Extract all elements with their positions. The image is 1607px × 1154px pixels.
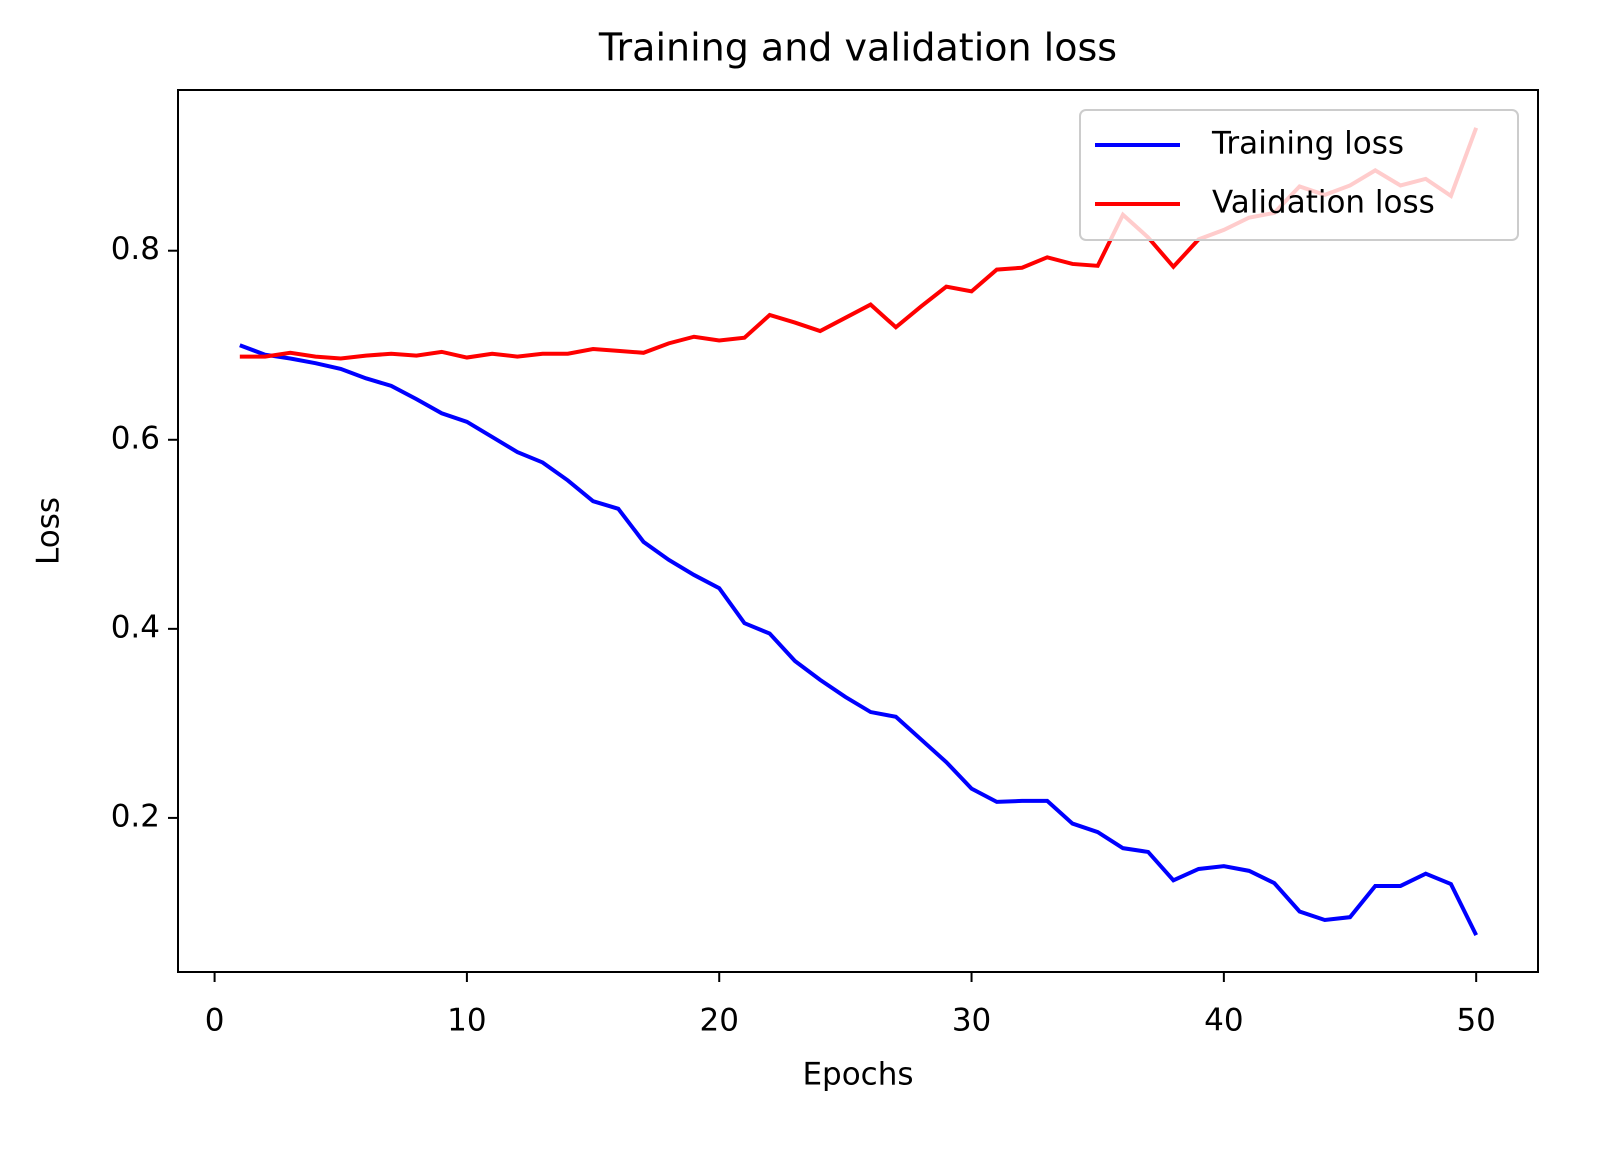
x-axis-label: Epochs <box>802 1057 913 1093</box>
x-tick-label: 10 <box>447 1003 486 1039</box>
legend-label: Training loss <box>1211 126 1404 162</box>
y-tick-label: 0.6 <box>111 420 160 456</box>
y-axis-label: Loss <box>31 497 67 565</box>
x-tick-label: 20 <box>699 1003 738 1039</box>
legend-box <box>1079 109 1519 241</box>
x-tick-label: 40 <box>1204 1003 1243 1039</box>
plot-frame <box>177 89 1539 973</box>
chart-title: Training and validation loss <box>598 26 1117 70</box>
data-line <box>239 343 1478 937</box>
x-tick-label: 0 <box>205 1003 225 1039</box>
x-tick-label: 30 <box>952 1003 991 1039</box>
y-tick-label: 0.8 <box>111 231 160 267</box>
y-tick-label: 0.4 <box>111 609 160 645</box>
y-tick-label: 0.2 <box>111 798 160 834</box>
legend-label: Validation loss <box>1212 185 1435 221</box>
x-tick-label: 50 <box>1456 1003 1495 1039</box>
